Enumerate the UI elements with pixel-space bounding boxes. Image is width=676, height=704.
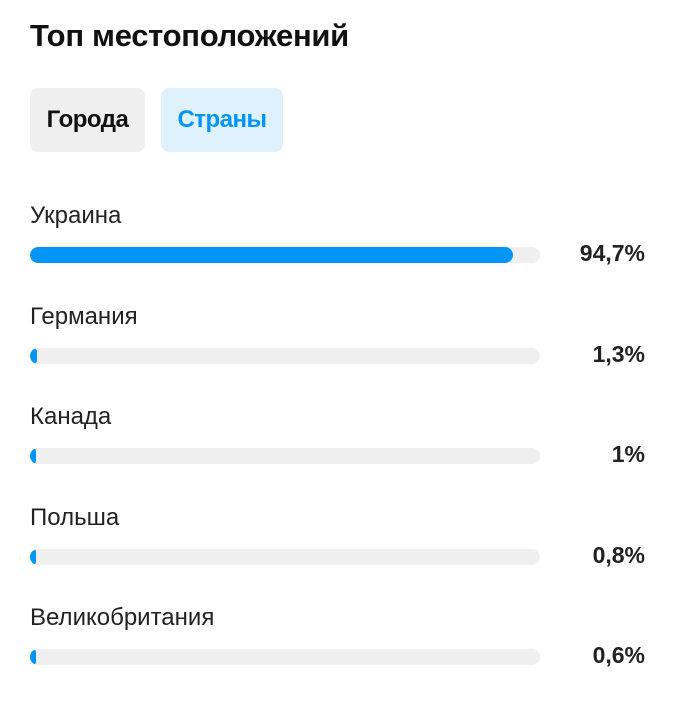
progress-track [30, 548, 540, 565]
progress-fill [30, 247, 513, 263]
location-row: Германия 1,3% [0, 303, 676, 403]
progress-fill [30, 548, 36, 565]
location-row: Великобритания 0,6% [0, 604, 676, 704]
location-percent: 94,7% [579, 240, 645, 266]
progress-track [30, 649, 540, 665]
location-name: Польша [30, 503, 120, 531]
tab-cities[interactable]: Города [30, 88, 145, 152]
location-row: Польша 0,8% [0, 504, 676, 604]
location-percent: 0,8% [592, 541, 645, 568]
progress-track [30, 448, 540, 464]
location-name: Великобритания [30, 604, 215, 631]
location-percent: 0,6% [592, 642, 645, 668]
tab-countries[interactable]: Страны [161, 88, 283, 152]
location-name: Канада [30, 403, 112, 430]
progress-fill [30, 347, 37, 364]
location-name: Украина [30, 202, 122, 229]
page-title: Топ местоположений [30, 18, 349, 53]
location-row: Канада 1% [0, 403, 676, 503]
progress-track [30, 247, 540, 263]
location-row: Украина 94,7% [0, 202, 676, 302]
progress-track [30, 347, 540, 364]
location-percent: 1,3% [592, 340, 645, 367]
location-name: Германия [30, 302, 138, 330]
progress-fill [30, 649, 36, 665]
progress-fill [30, 448, 36, 464]
location-percent: 1% [611, 441, 645, 467]
